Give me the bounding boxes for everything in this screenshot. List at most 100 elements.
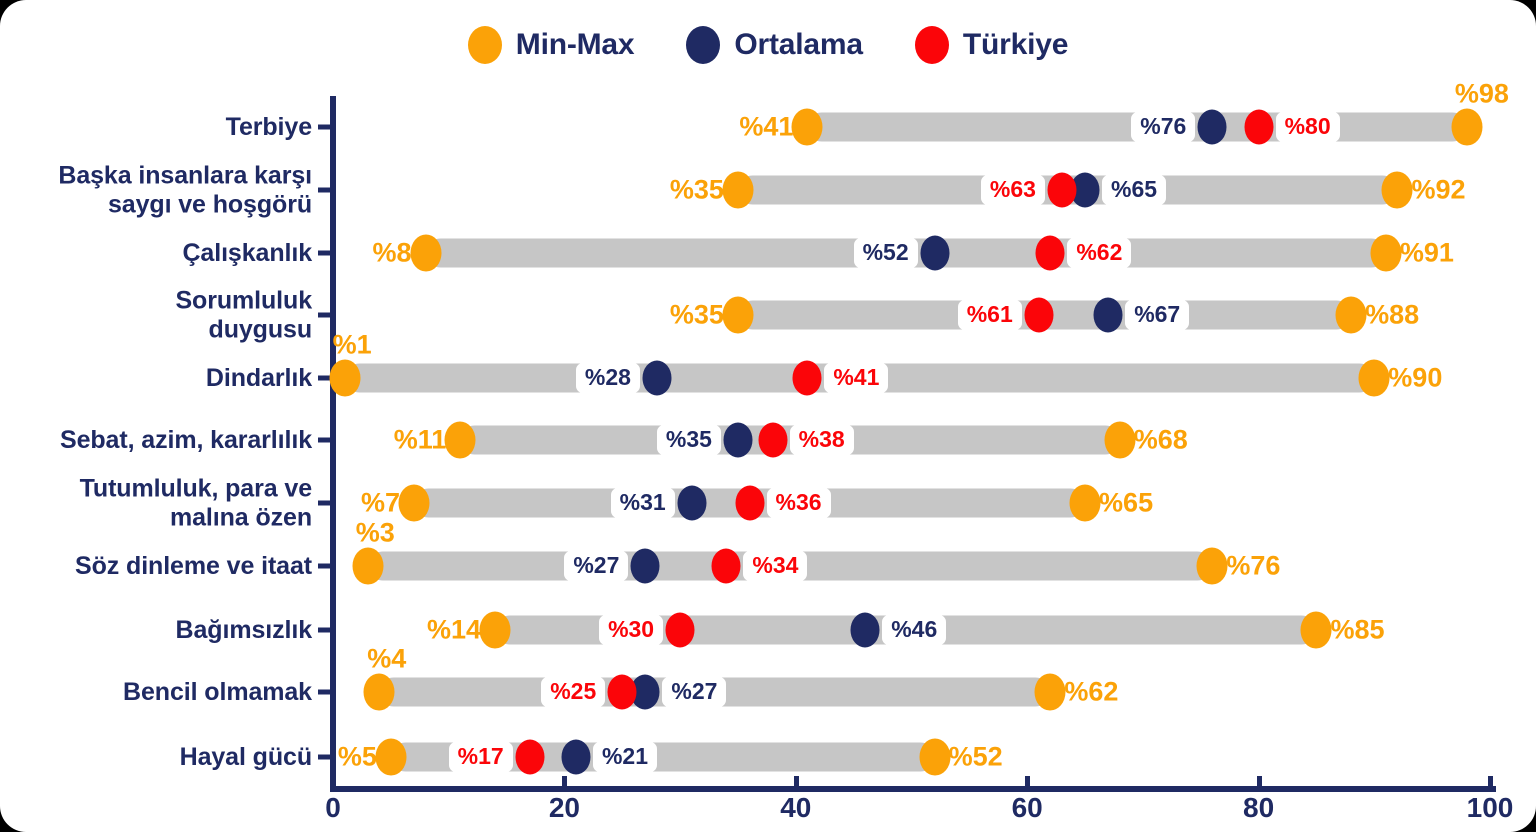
turkiye-marker[interactable] (1035, 235, 1065, 271)
turkiye-value-badge: %36 (766, 488, 831, 518)
max-marker[interactable] (1196, 547, 1228, 585)
min-value-label: %35 (669, 174, 724, 205)
turkiye-value-badge: %38 (789, 425, 854, 455)
legend-item-label: Min-Max (515, 28, 635, 61)
max-marker[interactable] (1358, 359, 1390, 397)
mean-marker[interactable] (1197, 109, 1227, 145)
y-axis-tick (318, 563, 332, 569)
turkiye-marker[interactable] (711, 548, 741, 584)
min-marker[interactable] (398, 484, 430, 522)
y-axis-tick (318, 437, 332, 443)
turkiye-value-badge: %41 (824, 363, 889, 393)
min-value-label: %3 (355, 517, 395, 548)
max-value-label: %85 (1330, 614, 1385, 645)
max-marker[interactable] (1104, 421, 1136, 459)
mean-marker[interactable] (642, 360, 672, 396)
x-axis-line (330, 786, 1496, 792)
y-axis-tick (318, 375, 332, 381)
max-value-label: %62 (1064, 676, 1119, 707)
turkiye-marker[interactable] (758, 422, 788, 458)
max-marker[interactable] (1034, 673, 1066, 711)
max-marker[interactable] (1370, 234, 1402, 272)
max-value-label: %90 (1388, 362, 1443, 393)
mean-value-badge: %35 (656, 425, 721, 455)
y-axis-tick (318, 689, 332, 695)
min-value-label: %7 (360, 487, 400, 518)
mean-marker[interactable] (920, 235, 950, 271)
turkiye-value-badge: %30 (599, 615, 664, 645)
min-value-label: %14 (426, 614, 481, 645)
min-marker[interactable] (444, 421, 476, 459)
mean-value-badge: %27 (662, 677, 727, 707)
turkiye-value-badge: %61 (957, 300, 1022, 330)
min-marker[interactable] (363, 673, 395, 711)
min-marker[interactable] (410, 234, 442, 272)
circle-marker-icon (686, 26, 721, 64)
y-axis-tick (318, 250, 332, 256)
mean-marker[interactable] (850, 612, 880, 648)
max-value-label: %65 (1099, 487, 1154, 518)
x-axis-tick-label: 0 (325, 792, 341, 823)
max-marker[interactable] (1335, 296, 1367, 334)
turkiye-marker[interactable] (1024, 297, 1054, 333)
mean-marker[interactable] (630, 548, 660, 584)
min-value-label: %41 (739, 111, 794, 142)
mean-marker[interactable] (677, 485, 707, 521)
turkiye-marker[interactable] (735, 485, 765, 521)
y-axis-tick (318, 187, 332, 193)
max-marker[interactable] (919, 738, 951, 776)
turkiye-value-badge: %17 (448, 742, 513, 772)
mean-value-badge: %67 (1125, 300, 1190, 330)
y-axis-category-label: Başka insanlara karşı saygı ve hoşgörü (58, 161, 312, 219)
max-marker[interactable] (1300, 611, 1332, 649)
min-marker[interactable] (722, 296, 754, 334)
max-marker[interactable] (1381, 171, 1413, 209)
min-marker[interactable] (352, 547, 384, 585)
legend-item-ortalama[interactable]: Ortalama (686, 26, 863, 64)
turkiye-value-badge: %63 (980, 175, 1045, 205)
max-value-label: %52 (948, 741, 1003, 772)
y-axis-category-label: Hayal gücü (179, 742, 312, 771)
max-marker[interactable] (1069, 484, 1101, 522)
turkiye-value-badge: %25 (541, 677, 606, 707)
turkiye-value-badge: %80 (1275, 112, 1340, 142)
mean-marker[interactable] (723, 422, 753, 458)
max-value-label: %68 (1133, 424, 1188, 455)
max-marker[interactable] (1451, 108, 1483, 146)
legend-item-t-rkiye[interactable]: Türkiye (914, 26, 1069, 64)
x-axis-tick (331, 776, 336, 788)
mean-value-badge: %46 (882, 615, 947, 645)
turkiye-marker[interactable] (665, 612, 695, 648)
y-axis-tick (318, 754, 332, 760)
min-marker[interactable] (479, 611, 511, 649)
min-value-label: %5 (337, 741, 377, 772)
turkiye-marker[interactable] (515, 739, 545, 775)
mean-marker[interactable] (1093, 297, 1123, 333)
max-value-label: %91 (1399, 237, 1454, 268)
min-value-label: %35 (669, 299, 724, 330)
legend-item-min-max[interactable]: Min-Max (467, 26, 635, 64)
turkiye-marker[interactable] (1244, 109, 1274, 145)
min-marker[interactable] (329, 359, 361, 397)
y-axis-category-label: Dindarlık (205, 363, 312, 392)
y-axis-tick (318, 124, 332, 130)
turkiye-marker[interactable] (607, 674, 637, 710)
x-axis-tick-label: 100 (1466, 792, 1514, 823)
turkiye-marker[interactable] (1047, 172, 1077, 208)
legend-item-label: Türkiye (962, 28, 1069, 61)
min-marker[interactable] (375, 738, 407, 776)
x-axis-tick-label: 60 (1011, 792, 1043, 823)
turkiye-marker[interactable] (792, 360, 822, 396)
y-axis-tick (318, 500, 332, 506)
y-axis-category-label: Terbiye (225, 112, 312, 141)
x-axis-tick-label: 80 (1243, 792, 1275, 823)
x-axis-tick (1256, 776, 1262, 788)
min-marker[interactable] (722, 171, 754, 209)
circle-marker-icon (914, 26, 949, 64)
circle-marker-icon (467, 26, 502, 64)
mean-marker[interactable] (561, 739, 591, 775)
min-value-label: %11 (393, 424, 447, 455)
min-marker[interactable] (791, 108, 823, 146)
y-axis-tick (318, 312, 332, 318)
